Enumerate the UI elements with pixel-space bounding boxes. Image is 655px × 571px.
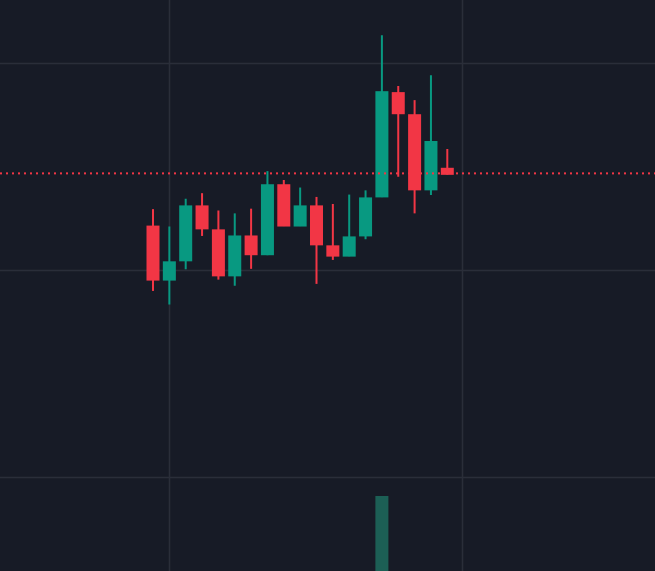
candle-body (326, 245, 340, 257)
candle-body (277, 184, 291, 227)
candle-body (310, 205, 323, 246)
candle (391, 86, 405, 177)
candle-body (408, 114, 422, 191)
candle (260, 171, 274, 256)
candle (326, 203, 340, 260)
candle-body (391, 92, 405, 115)
candle (179, 198, 193, 270)
candle-layer (146, 35, 454, 305)
candle (424, 75, 438, 196)
candle (195, 193, 209, 236)
volume-bar (375, 496, 389, 571)
candle-body (342, 236, 356, 257)
candle (359, 190, 373, 240)
candle (293, 187, 307, 227)
candle (408, 100, 422, 214)
candle-body (162, 261, 176, 281)
candle-body (440, 167, 454, 175)
candle-body (375, 91, 389, 198)
candle (211, 210, 225, 280)
candle-body (260, 184, 274, 256)
candle (244, 208, 258, 269)
candle-body (211, 229, 225, 277)
candle (146, 209, 160, 291)
candle-body (293, 205, 307, 227)
candle-body (195, 205, 209, 230)
candle (310, 196, 323, 284)
candle-body (359, 197, 373, 237)
candle (162, 226, 176, 305)
candle-body (424, 141, 438, 191)
candle (228, 213, 242, 286)
candle (342, 194, 356, 257)
candle-body (228, 235, 242, 277)
candle (440, 148, 454, 175)
candle-body (146, 225, 160, 281)
candle (375, 35, 389, 198)
candle-body (244, 235, 258, 256)
volume-layer (375, 496, 389, 571)
candle (277, 180, 291, 227)
candle-body (179, 205, 193, 262)
